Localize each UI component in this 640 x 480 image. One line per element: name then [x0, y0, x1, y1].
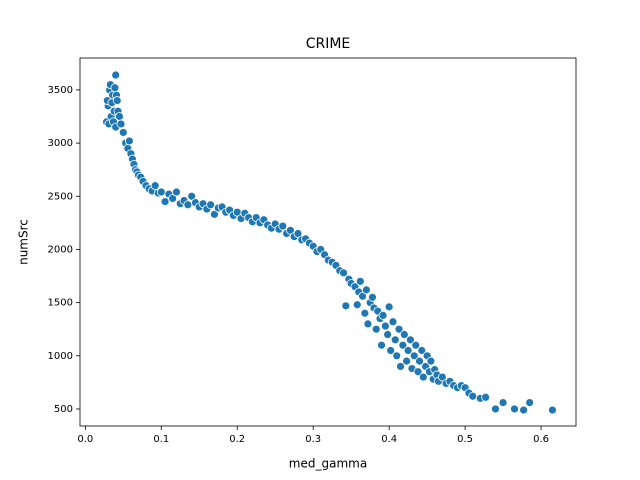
x-tick-label: 0.3 — [305, 434, 321, 445]
point — [355, 276, 365, 286]
x-tick-label: 0.1 — [153, 434, 169, 445]
y-tick-label: 3000 — [48, 138, 73, 149]
point — [525, 398, 535, 408]
point — [417, 346, 427, 355]
point — [519, 405, 528, 415]
point — [388, 317, 398, 327]
point — [124, 136, 134, 146]
point — [390, 335, 400, 345]
y-tick-label: 2000 — [48, 244, 73, 255]
point — [437, 372, 447, 382]
x-tick-label: 0.6 — [533, 434, 549, 445]
point — [286, 225, 295, 235]
plot-frame — [79, 57, 577, 427]
point — [352, 300, 362, 310]
point — [396, 362, 405, 371]
point — [341, 301, 351, 311]
point — [160, 197, 170, 206]
point — [394, 324, 404, 334]
point — [384, 302, 394, 312]
point — [168, 193, 178, 203]
y-axis-label: numSrc — [17, 219, 31, 265]
point — [426, 356, 436, 366]
point — [110, 83, 120, 93]
point — [371, 324, 381, 334]
point — [411, 340, 421, 350]
point — [206, 200, 216, 210]
point — [360, 308, 370, 318]
point — [413, 367, 423, 377]
point — [409, 351, 419, 361]
point — [183, 200, 193, 210]
y-tick-label: 3500 — [48, 85, 73, 96]
point — [380, 321, 390, 331]
point — [383, 330, 393, 339]
point — [406, 335, 415, 345]
point — [118, 128, 128, 137]
point — [339, 268, 348, 278]
point — [377, 340, 386, 350]
point — [392, 351, 402, 361]
point — [378, 310, 388, 320]
point — [510, 404, 519, 414]
point — [468, 391, 478, 401]
point — [278, 221, 288, 231]
point — [293, 229, 303, 238]
point — [112, 96, 122, 105]
chart-title: CRIME — [306, 36, 351, 52]
point — [111, 70, 121, 80]
point — [187, 191, 197, 201]
point — [150, 181, 160, 191]
point — [481, 392, 491, 402]
y-tick-label: 1500 — [48, 298, 73, 309]
point — [491, 404, 500, 414]
point — [415, 356, 424, 366]
y-tick-label: 1000 — [48, 351, 73, 362]
point — [156, 187, 166, 197]
x-axis-label: med_gamma — [289, 457, 367, 471]
point — [498, 398, 508, 408]
point — [398, 340, 408, 350]
point — [403, 346, 413, 355]
point — [115, 112, 124, 121]
point — [418, 372, 428, 382]
point — [363, 319, 373, 329]
point — [548, 405, 557, 415]
point — [210, 209, 219, 219]
point — [368, 292, 377, 302]
x-tick-label: 0.4 — [381, 434, 397, 445]
point — [386, 346, 396, 355]
x-tick-label: 0.2 — [229, 434, 245, 445]
y-tick-label: 500 — [54, 404, 73, 415]
point — [116, 119, 126, 129]
y-tick-label: 2500 — [48, 191, 73, 202]
x-tick-label: 0.5 — [457, 434, 473, 445]
point — [358, 291, 367, 301]
point — [361, 285, 371, 295]
x-tick-label: 0.0 — [77, 434, 93, 445]
point — [402, 356, 412, 366]
point — [399, 330, 409, 339]
point — [172, 187, 181, 197]
